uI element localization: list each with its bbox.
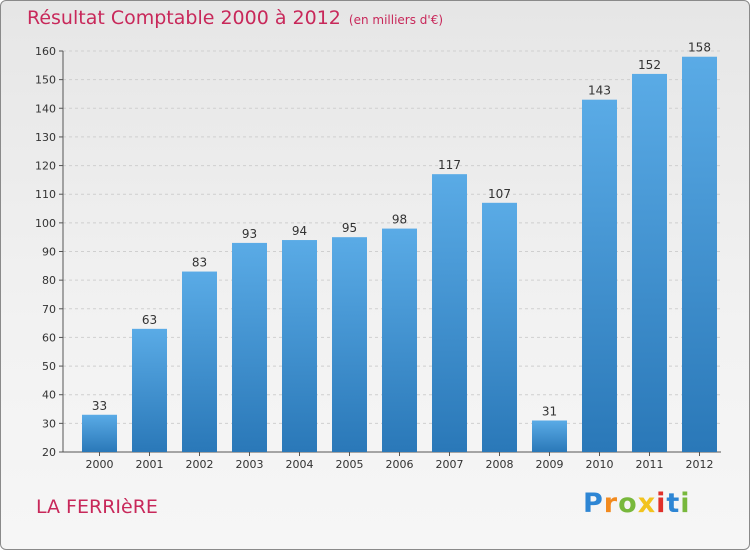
y-tick-label: 80 [42, 274, 56, 287]
bar-2009 [532, 420, 567, 452]
bar-2006 [382, 228, 417, 452]
logo-letter: r [603, 488, 619, 519]
bar-2012 [682, 56, 717, 452]
chart-subtitle: (en milliers d'€) [348, 13, 444, 27]
x-tick-label-2012: 2012 [686, 458, 714, 471]
data-label-2011: 152 [638, 58, 661, 72]
bar-2004 [282, 240, 317, 452]
logo-letter: t [666, 488, 681, 519]
y-tick-label: 70 [42, 303, 56, 316]
bar-2008 [482, 202, 517, 452]
x-tick-label-2010: 2010 [586, 458, 614, 471]
logo-letter: i [656, 488, 667, 519]
data-label-2001: 63 [142, 313, 157, 327]
x-tick-label-2002: 2002 [186, 458, 214, 471]
bar-2005 [332, 237, 367, 452]
data-labels: 33 63 83 93 94 95 98 117 107 31 143 152 158 [92, 41, 711, 419]
data-label-2012: 158 [688, 41, 711, 55]
y-tick-label: 160 [35, 45, 56, 58]
x-tick-label-2004: 2004 [286, 458, 314, 471]
y-tick-label: 90 [42, 246, 56, 259]
x-tick-label-2003: 2003 [236, 458, 264, 471]
bar-2011 [632, 73, 667, 453]
bar-2002 [182, 271, 217, 452]
x-tick-label-2000: 2000 [86, 458, 114, 471]
y-tick-label: 130 [35, 131, 56, 144]
y-tick-label: 40 [42, 389, 56, 402]
axes: 20 30 40 50 60 70 80 90 100 110 120 130 140 150 160 200… [35, 45, 721, 471]
y-tick-label: 150 [35, 74, 56, 87]
data-label-2010: 143 [588, 84, 611, 98]
chart-title: Résultat Comptable 2000 à 2012 [27, 7, 341, 29]
y-tick-label: 30 [42, 417, 56, 430]
data-label-2000: 33 [92, 399, 107, 413]
bar-2010 [582, 99, 617, 452]
x-tick-label-2001: 2001 [136, 458, 164, 471]
chart-title-block: Résultat Comptable 2000 à 2012 (en millie… [27, 7, 443, 29]
x-tick-label-2011: 2011 [636, 458, 664, 471]
data-label-2005: 95 [342, 221, 357, 235]
y-tick-label: 50 [42, 360, 56, 373]
x-tick-label-2005: 2005 [336, 458, 364, 471]
y-tick-label: 120 [35, 160, 56, 173]
data-label-2008: 107 [488, 187, 511, 201]
y-tick-label: 100 [35, 217, 56, 230]
logo-letter: i [680, 488, 691, 519]
commune-name: LA FERRIèRE [36, 496, 158, 518]
y-tick-label: 60 [42, 331, 56, 344]
bar-2001 [132, 328, 167, 452]
bar-2003 [232, 242, 267, 452]
bar-2000 [82, 414, 117, 452]
data-label-2009: 31 [542, 404, 557, 418]
data-label-2004: 94 [292, 224, 307, 238]
x-tick-label-2009: 2009 [536, 458, 564, 471]
logo-letter: x [637, 488, 657, 519]
x-tick-label-2007: 2007 [436, 458, 464, 471]
bars [82, 56, 717, 453]
x-tick-label-2008: 2008 [486, 458, 514, 471]
bar-2007 [432, 174, 467, 452]
y-tick-label: 140 [35, 102, 56, 115]
logo-letter: P [583, 488, 604, 519]
y-tick-label: 20 [42, 446, 56, 459]
y-tick-label: 110 [35, 188, 56, 201]
x-tick-label-2006: 2006 [386, 458, 414, 471]
data-label-2007: 117 [438, 158, 461, 172]
data-label-2006: 98 [392, 213, 407, 227]
proxiti-logo: Proxiti [583, 488, 691, 519]
data-label-2003: 93 [242, 227, 257, 241]
logo-letter: o [618, 488, 638, 519]
data-label-2002: 83 [192, 256, 207, 270]
